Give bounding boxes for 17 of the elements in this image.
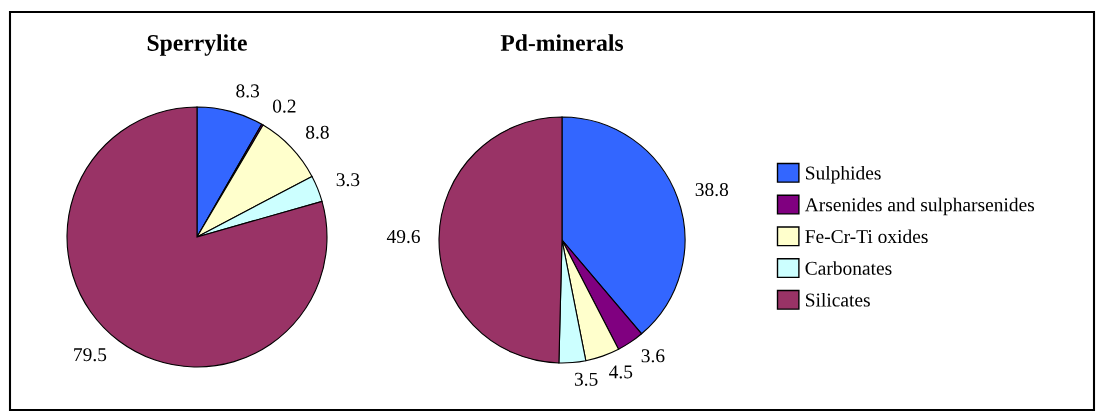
data-label: 8.8 xyxy=(305,125,329,139)
data-label: 79.5 xyxy=(74,348,107,362)
chart-title: Sperrylite xyxy=(147,34,247,56)
legend-label: Silicates xyxy=(806,292,870,307)
data-label: 3.3 xyxy=(336,173,360,187)
data-label: 4.5 xyxy=(609,365,633,379)
chart-title: Pd-minerals xyxy=(500,34,624,51)
legend-label: Carbonates xyxy=(805,261,892,275)
data-label: 3.6 xyxy=(641,349,665,363)
data-label: 8.3 xyxy=(236,84,260,98)
data-label: 3.5 xyxy=(574,372,598,386)
legend-label: Sulphides xyxy=(806,165,881,184)
legend-label: Fe-Cr-Ti oxides xyxy=(805,229,928,244)
data-label: 38.8 xyxy=(695,183,729,197)
data-label: 0.2 xyxy=(272,99,296,113)
data-label: 49.6 xyxy=(386,230,420,244)
legend-label: Arsenides and sulpharsenides xyxy=(804,197,1035,216)
